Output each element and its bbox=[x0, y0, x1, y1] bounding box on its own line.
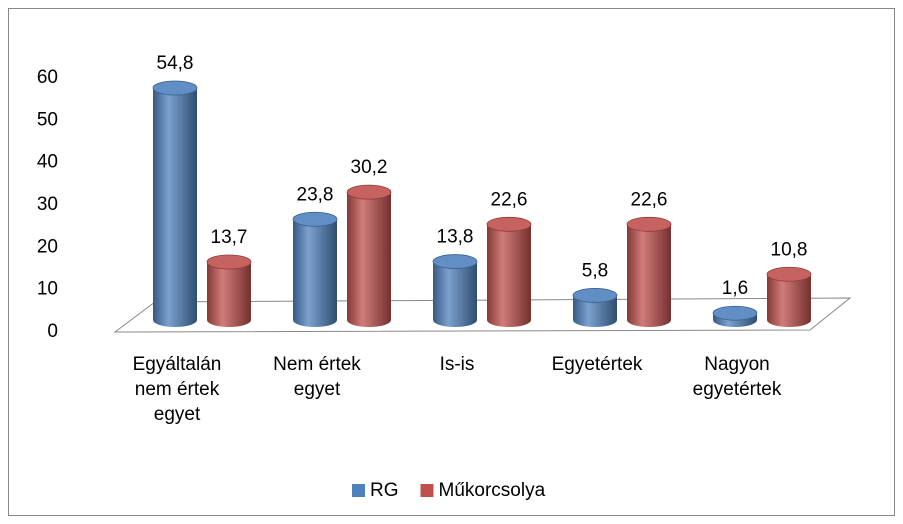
data-label: 22,6 bbox=[631, 189, 668, 210]
bar bbox=[486, 216, 532, 327]
data-label: 1,6 bbox=[722, 278, 748, 299]
bar bbox=[712, 305, 758, 327]
data-label: 23,8 bbox=[297, 184, 334, 205]
data-label: 13,7 bbox=[211, 227, 248, 248]
y-tick-label: 60 bbox=[37, 67, 58, 88]
legend-label: RG bbox=[370, 480, 399, 501]
x-tick-label: Nem értek egyet bbox=[273, 354, 361, 400]
x-tick-label: Is-is bbox=[439, 354, 475, 375]
bar bbox=[206, 254, 252, 327]
data-label: 10,8 bbox=[771, 239, 808, 260]
data-label: 13,8 bbox=[437, 227, 474, 248]
legend-swatch bbox=[420, 484, 434, 497]
y-tick-label: 0 bbox=[47, 321, 58, 342]
x-tick-label: Egyáltalán nem értek egyet bbox=[132, 354, 222, 425]
data-label: 22,6 bbox=[491, 189, 528, 210]
y-tick-label: 10 bbox=[37, 279, 58, 300]
bar bbox=[432, 254, 478, 327]
bar bbox=[152, 80, 198, 327]
bar bbox=[766, 266, 812, 327]
y-tick-label: 20 bbox=[37, 236, 58, 257]
data-label: 30,2 bbox=[351, 157, 388, 178]
data-label: 5,8 bbox=[582, 260, 608, 281]
legend-swatch bbox=[352, 484, 365, 497]
bar bbox=[626, 216, 672, 327]
data-label: 54,8 bbox=[157, 53, 194, 74]
y-tick-label: 30 bbox=[37, 194, 58, 215]
legend-label: Műkorcsolya bbox=[439, 480, 546, 501]
y-tick-label: 50 bbox=[37, 109, 58, 130]
y-tick-label: 40 bbox=[37, 152, 58, 173]
bar bbox=[572, 288, 618, 327]
bar bbox=[346, 184, 392, 327]
bar bbox=[292, 211, 338, 327]
x-tick-label: Nagyon egyetértek bbox=[692, 354, 782, 400]
x-tick-label: Egyetértek bbox=[551, 354, 643, 375]
